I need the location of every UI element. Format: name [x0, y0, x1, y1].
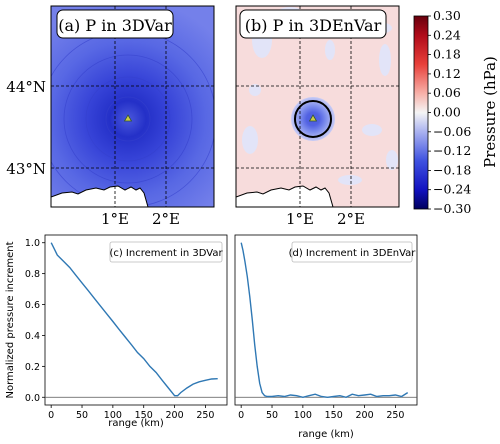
panel-a-ytick-44n: 44°N	[6, 78, 46, 96]
colorbar-tick-label: 0.30	[433, 8, 461, 23]
panel-a-frame	[50, 5, 215, 208]
panel-a-xtick-2e: 2°E	[152, 210, 180, 228]
panel-b-coastline	[236, 185, 334, 207]
colorbar-ticks: 0.30 0.24 0.18 0.12 0.06 0.00 −0.06 −0.12 −0.18 −…	[428, 8, 471, 216]
panel-d-title: (d) Increment in 3DEnVar	[289, 248, 417, 259]
panel-a-title-box	[56, 9, 174, 39]
colorbar-tick-label: −0.06	[433, 124, 471, 139]
panel-a-gridlines	[51, 6, 214, 207]
panel-b-localization-circle	[294, 100, 332, 138]
colorbar-label: Pressure (hPa)	[481, 56, 499, 168]
x-tick-label: 0	[238, 410, 244, 421]
x-tick-label: 150	[325, 410, 343, 421]
x-tick-label: 200	[165, 410, 183, 421]
panel-c-ticks: 0 50 100 150 200 250 0.0 0.2 0.4 0.6 0.8 1.0	[25, 238, 227, 421]
colorbar-tick-label: −0.12	[433, 143, 471, 158]
panel-c-axes	[44, 234, 228, 406]
x-tick-label: 250	[386, 410, 404, 421]
panel-c-plot: 0 50 100 150 200 250 0.0 0.2 0.4 0.6 0.8 1.0 (c) In…	[5, 234, 228, 429]
colorbar-tick-label: 0.06	[433, 85, 461, 100]
panel-b-map: (b) P in 3DEnVar 1°E 2°E	[235, 5, 400, 228]
panel-a-field	[51, 6, 214, 207]
colorbar-tick-label: 0.24	[433, 27, 461, 42]
panel-a-xtick-1e: 1°E	[101, 210, 129, 228]
panel-a-map: (a) P in 3DVar 44°N 43°N 1°E 2°E	[6, 5, 215, 228]
colorbar-tick-label: −0.24	[433, 182, 471, 197]
panel-b-xtick-1e: 1°E	[286, 210, 314, 228]
panel-b-title-box	[239, 9, 387, 39]
colorbar-tick-label: −0.30	[433, 201, 471, 216]
panel-c-series-line	[50, 242, 218, 397]
panel-b-station-marker	[308, 114, 318, 122]
panel-c-title: (c) Increment in 3DVar	[109, 248, 223, 259]
colorbar-tick-label: −0.18	[433, 162, 471, 177]
panel-a-coastline	[51, 185, 149, 207]
y-tick-label: 0.4	[25, 331, 40, 342]
x-tick-label: 50	[76, 410, 88, 421]
y-tick-label: 0.0	[25, 393, 40, 404]
panel-d-title-box	[291, 241, 413, 263]
x-tick-label: 200	[355, 410, 373, 421]
panel-d-axes	[234, 234, 418, 406]
panel-b-title: (b) P in 3DEnVar	[245, 16, 382, 35]
colorbar-tick-label: 0.18	[433, 47, 461, 62]
panel-a-station-marker	[123, 114, 133, 122]
panel-c-xlabel: range (km)	[108, 418, 164, 429]
x-tick-label: 0	[48, 410, 54, 421]
panel-a-title: (a) P in 3DVar	[58, 16, 172, 35]
y-tick-label: 0.8	[25, 269, 40, 280]
colorbar: 0.30 0.24 0.18 0.12 0.06 0.00 −0.06 −0.12 −0.18 −…	[413, 8, 499, 216]
x-tick-label: 100	[104, 410, 122, 421]
x-tick-label: 50	[266, 410, 278, 421]
colorbar-tick-label: 0.00	[433, 105, 461, 120]
panel-c-ylabel: Normalized pressure increment	[5, 241, 16, 398]
x-tick-label: 250	[196, 410, 214, 421]
y-tick-label: 1.0	[25, 238, 40, 249]
y-tick-label: 0.2	[25, 362, 40, 373]
panel-c-title-box	[109, 241, 223, 263]
panel-d-xlabel: range (km)	[298, 429, 354, 440]
panel-d-plot: 0 50 100 150 200 250 (d) Increment in 3DEnVar…	[234, 234, 418, 440]
x-tick-label: 100	[294, 410, 312, 421]
colorbar-tick-label: 0.12	[433, 66, 461, 81]
x-tick-label: 150	[135, 410, 153, 421]
panel-b-xtick-2e: 2°E	[337, 210, 365, 228]
y-tick-label: 0.6	[25, 300, 40, 311]
panel-a-ytick-43n: 43°N	[6, 160, 46, 178]
panel-d-series-line	[240, 242, 409, 399]
panel-b-frame	[235, 5, 400, 208]
colorbar-gradient	[413, 15, 429, 210]
